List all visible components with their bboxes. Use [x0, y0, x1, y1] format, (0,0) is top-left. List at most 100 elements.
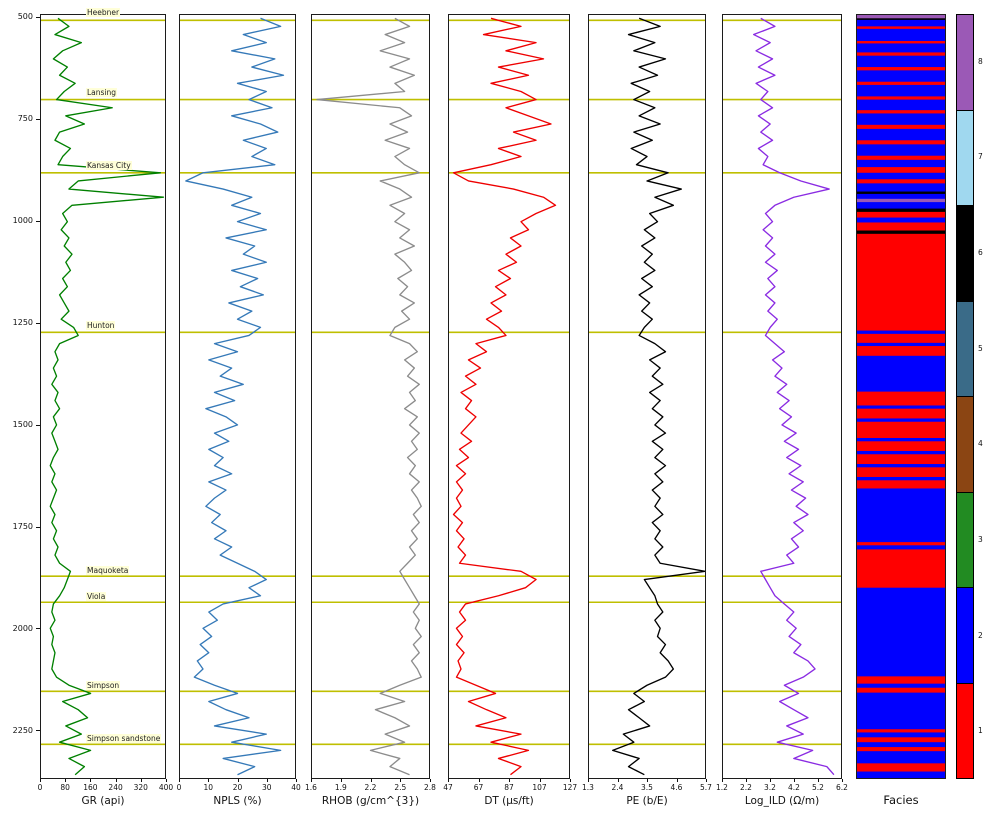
x-tick — [478, 779, 480, 782]
facies-interval — [857, 15, 945, 19]
colorbar-segment — [957, 397, 973, 493]
x-tick-label: 87 — [504, 783, 514, 792]
facies-interval — [857, 172, 945, 180]
facies-interval — [857, 391, 945, 406]
x-tick-label: 1.9 — [334, 783, 347, 792]
facies-interval — [857, 202, 945, 209]
facies-interval — [857, 408, 945, 419]
x-tick — [179, 779, 180, 782]
facies-interval — [857, 99, 945, 111]
x-tick-label: 4.6 — [670, 783, 683, 792]
x-tick — [842, 779, 843, 782]
x-tick-label: 2.4 — [611, 783, 624, 792]
x-tick-label: 30 — [262, 783, 272, 792]
formation-top-label: Simpson sandstone — [86, 734, 162, 744]
facies-interval — [857, 26, 945, 30]
formation-top-label: Hunton — [86, 321, 116, 331]
x-tick-label: 47 — [443, 783, 453, 792]
facies-interval — [857, 67, 945, 71]
x-tick — [296, 779, 297, 782]
facies-interval — [857, 81, 945, 86]
x-tick-label: 3.5 — [641, 783, 653, 792]
curve-plot-gr — [41, 17, 165, 776]
facies-interval — [857, 437, 945, 442]
facies-interval — [857, 179, 945, 184]
x-tick — [818, 779, 819, 782]
facies-interval — [857, 545, 945, 550]
depth-tick — [36, 322, 40, 324]
colorbar-segment — [957, 588, 973, 684]
depth-tick-label: 1000 — [12, 216, 33, 226]
x-tick-label: 5.2 — [812, 783, 824, 792]
x-tick — [140, 779, 142, 782]
facies-interval — [857, 208, 945, 213]
x-tick-label: 4.2 — [788, 783, 800, 792]
colorbar-segment — [957, 683, 973, 778]
x-tick-label: 160 — [83, 783, 98, 792]
colorbar-segment — [957, 492, 973, 588]
facies-interval — [857, 18, 945, 21]
facies-interval — [857, 450, 945, 455]
x-tick — [340, 779, 342, 782]
depth-tick-label: 1750 — [12, 522, 33, 531]
x-tick — [90, 779, 92, 782]
npls-axis-title: NPLS (%) — [213, 795, 262, 807]
x-tick-label: 5.7 — [700, 783, 712, 792]
colorbar-segment — [957, 206, 973, 302]
facies-interval — [857, 549, 945, 588]
track-dt — [448, 14, 570, 779]
facies-interval — [857, 155, 945, 161]
curve-plot-log_ild — [723, 17, 841, 776]
x-tick — [746, 779, 747, 782]
facies-interval — [857, 346, 945, 357]
x-tick-label: 0 — [37, 783, 43, 792]
x-tick-label: 240 — [108, 783, 123, 792]
colorbar-label: 7 — [978, 152, 983, 162]
x-tick — [311, 779, 312, 782]
track-rhob — [311, 14, 430, 779]
colorbar-label: 4 — [978, 439, 983, 449]
facies-interval — [857, 191, 945, 195]
facies-interval — [857, 140, 945, 145]
x-tick — [588, 779, 589, 782]
x-tick — [115, 779, 117, 782]
facies-interval — [857, 124, 945, 130]
rhob-axis-title: RHOB (g/cm^{3}) — [321, 795, 420, 807]
facies-interval — [857, 742, 945, 748]
x-tick-label: 2.5 — [394, 783, 407, 792]
x-tick-label: 1.2 — [716, 783, 728, 792]
track-log-ild — [722, 14, 842, 779]
x-tick — [370, 779, 372, 782]
facies-interval — [857, 144, 945, 157]
pe-curve — [612, 17, 705, 776]
colorbar-segment — [957, 110, 973, 206]
x-tick-label: 107 — [532, 783, 547, 792]
depth-tick — [36, 220, 40, 222]
facies-interval — [857, 763, 945, 772]
facies-interval — [857, 692, 945, 730]
x-tick — [539, 779, 541, 782]
facies-interval — [857, 198, 945, 203]
facies-interval — [857, 683, 945, 689]
x-tick-label: 2.2 — [364, 783, 377, 792]
x-tick — [706, 779, 707, 782]
facies-interval — [857, 488, 945, 543]
facies-interval — [857, 476, 945, 481]
facies-interval — [857, 676, 945, 685]
x-tick-label: 127 — [562, 783, 578, 792]
x-tick-label: 10 — [203, 783, 214, 792]
gr-axis-title: GR (api) — [81, 795, 125, 807]
formation-top-label: Maquoketa — [86, 565, 130, 575]
facies-interval — [857, 28, 945, 42]
facies-interval — [857, 211, 945, 218]
facies-interval — [857, 96, 945, 101]
x-tick — [65, 779, 67, 782]
formation-top-label: Simpson — [86, 681, 121, 691]
facies-interval — [857, 464, 945, 468]
x-tick — [237, 779, 239, 782]
dt-curve — [452, 17, 557, 776]
x-tick — [617, 779, 619, 782]
facies-interval — [857, 222, 945, 232]
facies-interval — [857, 729, 945, 733]
